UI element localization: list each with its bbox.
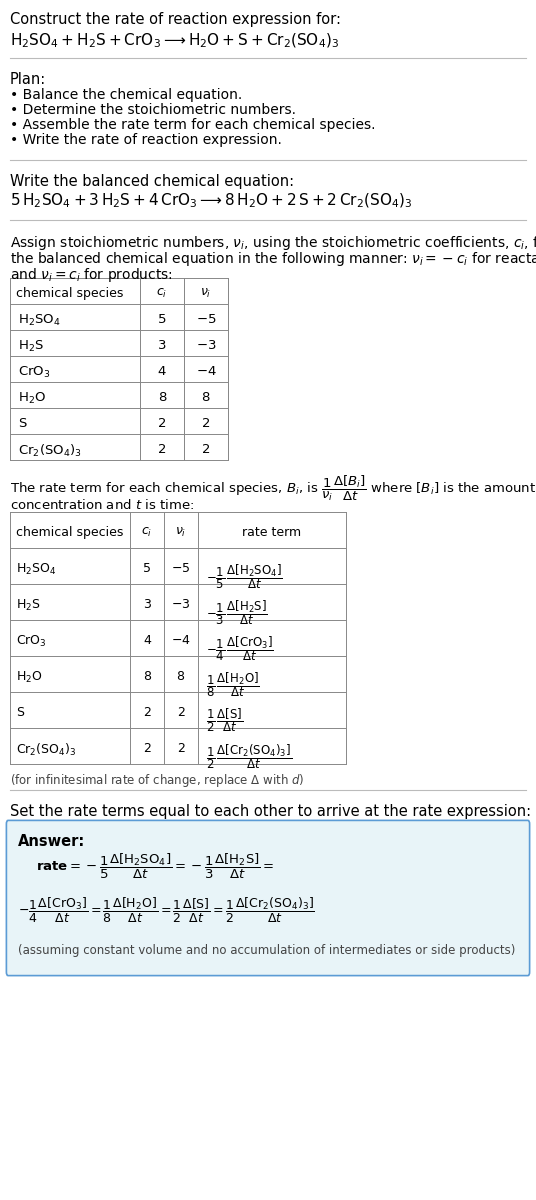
Text: $-\dfrac{1}{5}\,\dfrac{\Delta[\mathrm{H_2SO_4}]}{\Delta t}$: $-\dfrac{1}{5}\,\dfrac{\Delta[\mathrm{H_… xyxy=(206,562,283,590)
Text: $8$: $8$ xyxy=(176,670,185,683)
Text: $\dfrac{1}{2}\,\dfrac{\Delta[\mathrm{Cr_2(SO_4)_3}]}{\Delta t}$: $\dfrac{1}{2}\,\dfrac{\Delta[\mathrm{Cr_… xyxy=(206,742,292,770)
Text: $\mathrm{5\,H_2SO_4 + 3\,H_2S + 4\,CrO_3 \longrightarrow 8\,H_2O + 2\,S + 2\,Cr_: $\mathrm{5\,H_2SO_4 + 3\,H_2S + 4\,CrO_3… xyxy=(10,192,413,210)
FancyBboxPatch shape xyxy=(6,821,530,976)
Text: 4: 4 xyxy=(158,365,166,378)
Text: $2$: $2$ xyxy=(202,443,211,456)
Text: • Assemble the rate term for each chemical species.: • Assemble the rate term for each chemic… xyxy=(10,118,376,132)
Text: concentration and $t$ is time:: concentration and $t$ is time: xyxy=(10,498,194,512)
Text: $8$: $8$ xyxy=(201,391,211,404)
Text: $\mathrm{CrO_3}$: $\mathrm{CrO_3}$ xyxy=(18,365,50,380)
Text: $\mathrm{S}$: $\mathrm{S}$ xyxy=(16,706,25,719)
Text: rate term: rate term xyxy=(242,526,302,539)
Text: $-\dfrac{1}{4}\,\dfrac{\Delta[\mathrm{CrO_3}]}{\Delta t}$: $-\dfrac{1}{4}\,\dfrac{\Delta[\mathrm{Cr… xyxy=(206,634,274,662)
Text: $\mathrm{H_2O}$: $\mathrm{H_2O}$ xyxy=(16,670,42,685)
Text: $-\dfrac{1}{4}\dfrac{\Delta[\mathrm{CrO_3}]}{\Delta t} = \dfrac{1}{8}\dfrac{\Del: $-\dfrac{1}{4}\dfrac{\Delta[\mathrm{CrO_… xyxy=(18,896,315,925)
Text: the balanced chemical equation in the following manner: $\nu_i = -c_i$ for react: the balanced chemical equation in the fo… xyxy=(10,250,536,268)
Text: 2: 2 xyxy=(158,443,166,456)
Text: $c_i$: $c_i$ xyxy=(142,526,153,539)
Text: 3: 3 xyxy=(143,598,151,611)
Text: chemical species: chemical species xyxy=(16,287,123,300)
Text: $-\dfrac{1}{3}\,\dfrac{\Delta[\mathrm{H_2S}]}{\Delta t}$: $-\dfrac{1}{3}\,\dfrac{\Delta[\mathrm{H_… xyxy=(206,598,268,626)
Text: $\dfrac{1}{2}\,\dfrac{\Delta[\mathrm{S}]}{\Delta t}$: $\dfrac{1}{2}\,\dfrac{\Delta[\mathrm{S}]… xyxy=(206,706,243,733)
Text: $-5$: $-5$ xyxy=(196,313,216,326)
Text: $\nu_i$: $\nu_i$ xyxy=(175,526,187,539)
Text: Write the balanced chemical equation:: Write the balanced chemical equation: xyxy=(10,174,294,188)
Text: Plan:: Plan: xyxy=(10,72,46,86)
Text: $\nu_i$: $\nu_i$ xyxy=(200,287,212,300)
Text: 4: 4 xyxy=(143,634,151,647)
Text: $-3$: $-3$ xyxy=(172,598,191,611)
Text: $2$: $2$ xyxy=(177,742,185,755)
Text: • Balance the chemical equation.: • Balance the chemical equation. xyxy=(10,88,242,102)
Text: 5: 5 xyxy=(158,313,166,326)
Text: $2$: $2$ xyxy=(177,706,185,719)
Text: $\mathrm{H_2SO_4}$: $\mathrm{H_2SO_4}$ xyxy=(16,562,56,577)
Text: 8: 8 xyxy=(158,391,166,404)
Text: 2: 2 xyxy=(143,706,151,719)
Text: 2: 2 xyxy=(158,416,166,430)
Text: • Write the rate of reaction expression.: • Write the rate of reaction expression. xyxy=(10,133,282,146)
Text: $\mathrm{H_2SO_4 + H_2S + CrO_3 \longrightarrow H_2O + S + Cr_2(SO_4)_3}$: $\mathrm{H_2SO_4 + H_2S + CrO_3 \longrig… xyxy=(10,32,339,50)
Text: $\mathbf{rate} = -\dfrac{1}{5}\dfrac{\Delta[\mathrm{H_2SO_4}]}{\Delta t} = -\dfr: $\mathbf{rate} = -\dfrac{1}{5}\dfrac{\De… xyxy=(36,852,274,881)
Text: Set the rate terms equal to each other to arrive at the rate expression:: Set the rate terms equal to each other t… xyxy=(10,804,531,820)
Text: 5: 5 xyxy=(143,562,151,575)
Text: $\mathrm{H_2O}$: $\mathrm{H_2O}$ xyxy=(18,391,46,406)
Text: $\mathrm{H_2S}$: $\mathrm{H_2S}$ xyxy=(18,338,44,354)
Text: $\mathrm{S}$: $\mathrm{S}$ xyxy=(18,416,28,430)
Text: $-4$: $-4$ xyxy=(196,365,217,378)
Text: $\dfrac{1}{8}\,\dfrac{\Delta[\mathrm{H_2O}]}{\Delta t}$: $\dfrac{1}{8}\,\dfrac{\Delta[\mathrm{H_2… xyxy=(206,670,260,698)
Text: Answer:: Answer: xyxy=(18,834,85,848)
Text: chemical species: chemical species xyxy=(16,526,123,539)
Text: $c_i$: $c_i$ xyxy=(157,287,168,300)
Text: $\mathrm{H_2S}$: $\mathrm{H_2S}$ xyxy=(16,598,41,613)
Text: Construct the rate of reaction expression for:: Construct the rate of reaction expressio… xyxy=(10,12,341,26)
Text: 8: 8 xyxy=(143,670,151,683)
Text: $\mathrm{Cr_2(SO_4)_3}$: $\mathrm{Cr_2(SO_4)_3}$ xyxy=(16,742,77,758)
Text: $-4$: $-4$ xyxy=(171,634,191,647)
Text: $-3$: $-3$ xyxy=(196,338,216,352)
Text: and $\nu_i = c_i$ for products:: and $\nu_i = c_i$ for products: xyxy=(10,266,173,284)
Text: (assuming constant volume and no accumulation of intermediates or side products): (assuming constant volume and no accumul… xyxy=(18,944,516,956)
Text: (for infinitesimal rate of change, replace $\Delta$ with $d$): (for infinitesimal rate of change, repla… xyxy=(10,772,304,790)
Text: $\mathrm{CrO_3}$: $\mathrm{CrO_3}$ xyxy=(16,634,47,649)
Text: 3: 3 xyxy=(158,338,166,352)
Text: Assign stoichiometric numbers, $\nu_i$, using the stoichiometric coefficients, $: Assign stoichiometric numbers, $\nu_i$, … xyxy=(10,234,536,252)
Text: $\mathrm{H_2SO_4}$: $\mathrm{H_2SO_4}$ xyxy=(18,313,61,328)
Text: 2: 2 xyxy=(143,742,151,755)
Text: $2$: $2$ xyxy=(202,416,211,430)
Text: The rate term for each chemical species, $B_i$, is $\dfrac{1}{\nu_i}\dfrac{\Delt: The rate term for each chemical species,… xyxy=(10,474,536,503)
Text: • Determine the stoichiometric numbers.: • Determine the stoichiometric numbers. xyxy=(10,103,296,116)
Text: $\mathrm{Cr_2(SO_4)_3}$: $\mathrm{Cr_2(SO_4)_3}$ xyxy=(18,443,82,460)
Text: $-5$: $-5$ xyxy=(172,562,191,575)
